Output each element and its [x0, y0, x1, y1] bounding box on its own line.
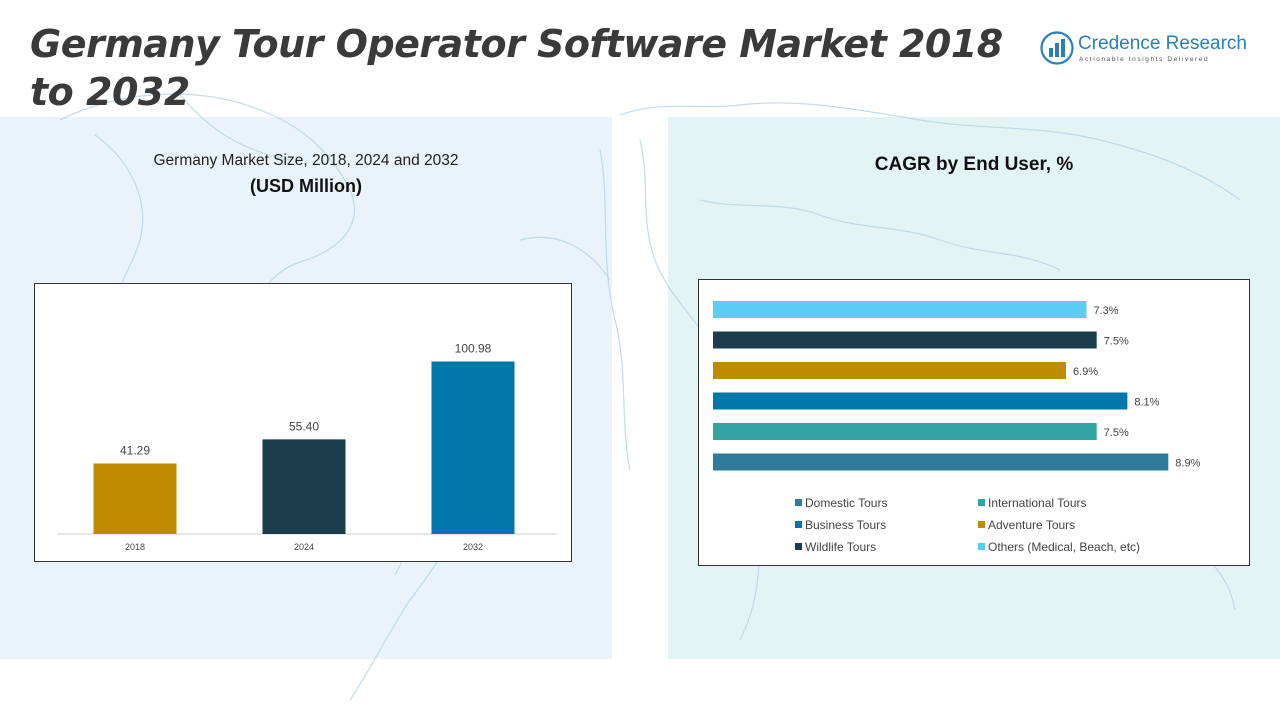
bar-business-tours — [713, 392, 1128, 410]
left-chart-unit-label: (USD Million) — [250, 176, 362, 196]
legend-item-adventure-tours: Adventure Tours — [978, 518, 1075, 532]
legend-swatch-icon — [795, 521, 802, 528]
data-label-domestic-tours: 8.9% — [1175, 458, 1200, 470]
page-title: Germany Tour Operator Software Market 20… — [30, 22, 1003, 114]
legend-swatch-icon — [795, 499, 802, 506]
legend-swatch-icon — [978, 543, 985, 550]
legend-label: Others (Medical, Beach, etc) — [988, 540, 1141, 554]
right-chart-title: CAGR by End User, % — [874, 154, 1074, 175]
legend-item-international-tours: International Tours — [978, 496, 1087, 510]
legend-label: Business Tours — [805, 518, 887, 532]
legend-item-domestic-tours: Domestic Tours — [795, 496, 887, 510]
data-label-2018: 41.29 — [120, 443, 150, 457]
legend-label: Domestic Tours — [805, 496, 888, 510]
tick-label-2018: 2018 — [125, 542, 145, 552]
data-label-business-tours: 8.1% — [1134, 397, 1159, 409]
market-size-bar-chart: 41.29 2018 55.40 2024 100.98 2032 — [57, 341, 557, 552]
bar-2024 — [262, 439, 346, 534]
logo-name: Credence Research — [1078, 33, 1247, 54]
bar-international-tours — [713, 423, 1097, 440]
legend-label: Adventure Tours — [988, 518, 1076, 532]
bar-2018 — [93, 463, 177, 534]
legend-item-wildlife-tours: Wildlife Tours — [795, 540, 876, 554]
legend-item-others-medical-beach-etc: Others (Medical, Beach, etc) — [978, 540, 1140, 554]
market-size-chart-box: 41.29 2018 55.40 2024 100.98 2032 — [34, 283, 572, 562]
cagr-chart-box: 7.3% 7.5% 6.9% 8.1% 7.5% 8.9% Domestic Tours I… — [698, 279, 1250, 566]
tick-label-2024: 2024 — [294, 542, 314, 552]
bar-chart-logo-icon — [1040, 31, 1074, 65]
bar-adventure-tours — [713, 362, 1066, 379]
legend-swatch-icon — [978, 499, 985, 506]
legend-label: Wildlife Tours — [805, 540, 877, 554]
data-label-international-tours: 7.5% — [1104, 427, 1129, 439]
legend-item-business-tours: Business Tours — [795, 518, 886, 532]
bar-domestic-tours — [713, 453, 1169, 471]
bar-wildlife-tours — [713, 331, 1097, 349]
left-chart-subtitle: Germany Market Size, 2018, 2024 and 2032 — [153, 152, 459, 169]
cagr-horizontal-bar-chart: 7.3% 7.5% 6.9% 8.1% 7.5% 8.9% — [713, 301, 1201, 471]
data-label-2024: 55.40 — [289, 419, 319, 433]
data-label-wildlife-tours: 7.5% — [1104, 336, 1129, 348]
bar-2032 — [431, 361, 515, 534]
data-label-adventure-tours: 6.9% — [1073, 366, 1098, 378]
credence-research-logo: Credence Research Actionable Insights De… — [1040, 31, 1270, 71]
legend-swatch-icon — [795, 543, 802, 550]
data-label-2032: 100.98 — [455, 341, 492, 355]
data-label-others-medical-beach-etc: 7.3% — [1093, 305, 1118, 317]
tick-label-2032: 2032 — [463, 542, 483, 552]
logo-tagline: Actionable Insights Delivered — [1079, 56, 1210, 63]
legend-swatch-icon — [978, 521, 985, 528]
legend-label: International Tours — [988, 496, 1087, 510]
bar-others-medical-beach-etc — [713, 301, 1087, 318]
